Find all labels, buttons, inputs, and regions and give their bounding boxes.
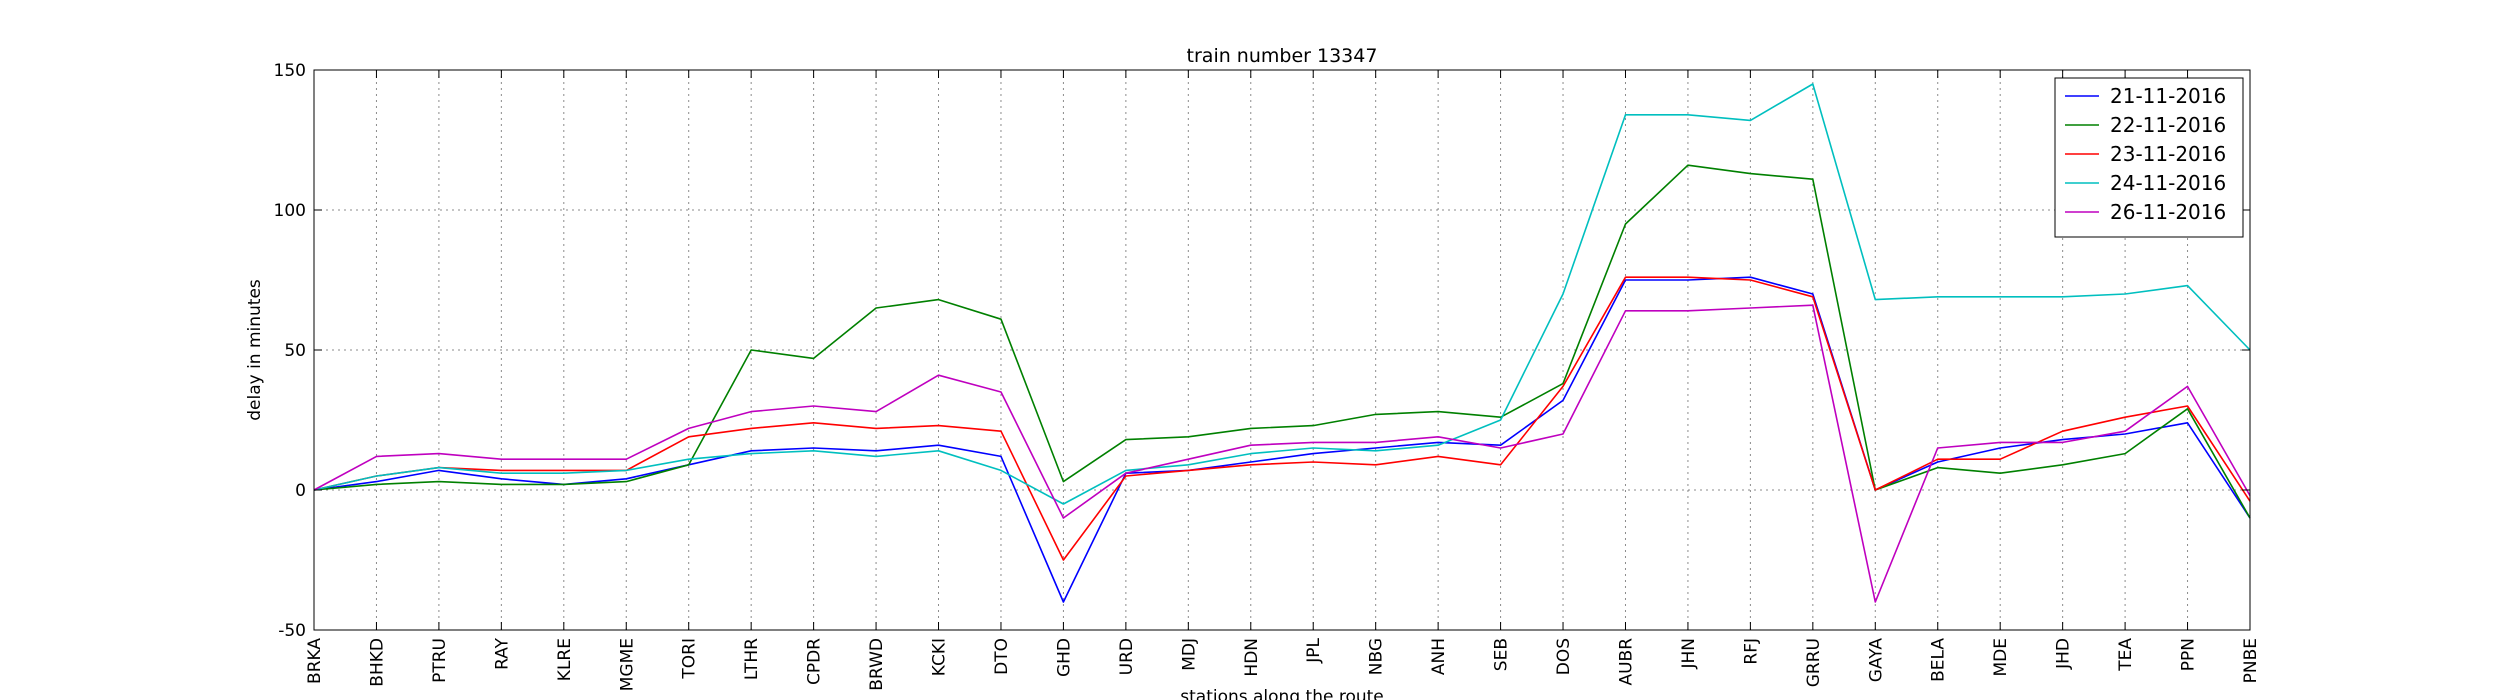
x-tick-label: SEB <box>1492 638 1512 671</box>
x-tick-label: NBG <box>1367 638 1387 675</box>
series-line <box>313 83 2251 505</box>
legend-label: 21-11-2016 <box>2110 84 2226 108</box>
x-tick-label: TEA <box>2116 638 2136 672</box>
series-line <box>313 276 2251 561</box>
x-tick-label: LTHR <box>742 638 762 680</box>
y-tick-label: 50 <box>284 341 306 361</box>
x-tick-label: HDN <box>1242 638 1262 677</box>
y-tick-label: 0 <box>295 481 306 501</box>
legend-label: 26-11-2016 <box>2110 200 2226 224</box>
x-tick-label: JHN <box>1679 638 1699 670</box>
x-tick-label: TORI <box>680 638 700 680</box>
x-tick-label: AUBR <box>1616 638 1636 686</box>
legend-label: 24-11-2016 <box>2110 171 2226 195</box>
grid-layer <box>313 69 2251 631</box>
y-tick-label: 150 <box>274 61 306 81</box>
x-tick-label: BRWD <box>867 638 887 691</box>
x-tick-label: MDJ <box>1179 638 1199 671</box>
legend: 21-11-2016 22-11-2016 23-11-2016 24-11-2016… <box>2054 77 2244 238</box>
series-layer <box>313 83 2251 603</box>
x-tick-label: BELA <box>1929 638 1949 682</box>
y-tick-label: -50 <box>278 621 306 641</box>
x-tick-label: JHD <box>2054 638 2074 670</box>
series-line <box>313 164 2251 519</box>
x-tick-label: DTO <box>992 638 1012 675</box>
legend-label: 23-11-2016 <box>2110 142 2226 166</box>
y-axis-label: delay in minutes <box>245 279 265 421</box>
x-tick-label: RFJ <box>1741 638 1761 665</box>
x-tick-label: PTRU <box>430 638 450 683</box>
x-tick-label: GHD <box>1054 638 1074 677</box>
y-tick-label: 100 <box>274 201 306 221</box>
x-axis-label: stations along the route <box>1180 687 1384 700</box>
x-tick-label: MDE <box>1991 638 2011 677</box>
x-tick-label: BRKA <box>305 638 325 684</box>
legend-label: 22-11-2016 <box>2110 113 2226 137</box>
x-tick-label: PPN <box>2179 638 2199 671</box>
x-tick-label: KLRE <box>555 638 575 681</box>
x-tick-label: CPDR <box>805 638 825 685</box>
chart-title: train number 13347 <box>1187 45 1378 67</box>
x-tick-label: ANH <box>1429 638 1449 675</box>
series-line <box>313 304 2251 603</box>
x-tick-label: MGME <box>617 638 637 691</box>
x-tick-label: GRRU <box>1804 638 1824 687</box>
x-tick-label: PNBE <box>2241 638 2261 683</box>
x-tick-label: BHKD <box>367 638 387 687</box>
x-tick-label: DOS <box>1554 638 1574 675</box>
series-line <box>313 276 2251 603</box>
x-tick-label: GAYA <box>1866 638 1886 683</box>
x-tick-label: JPL <box>1304 637 1324 663</box>
y-axis: -50 0 50 100 150 <box>274 61 2250 641</box>
x-tick-label: RAY <box>492 637 512 669</box>
x-tick-label: URD <box>1117 638 1137 675</box>
legend-box <box>2054 77 2244 238</box>
x-axis: BRKA BHKD PTRU RAY KLRE MGME TORI LTHR CPDR BRWD K… <box>305 70 2261 691</box>
x-tick-label: KCKI <box>930 638 950 676</box>
